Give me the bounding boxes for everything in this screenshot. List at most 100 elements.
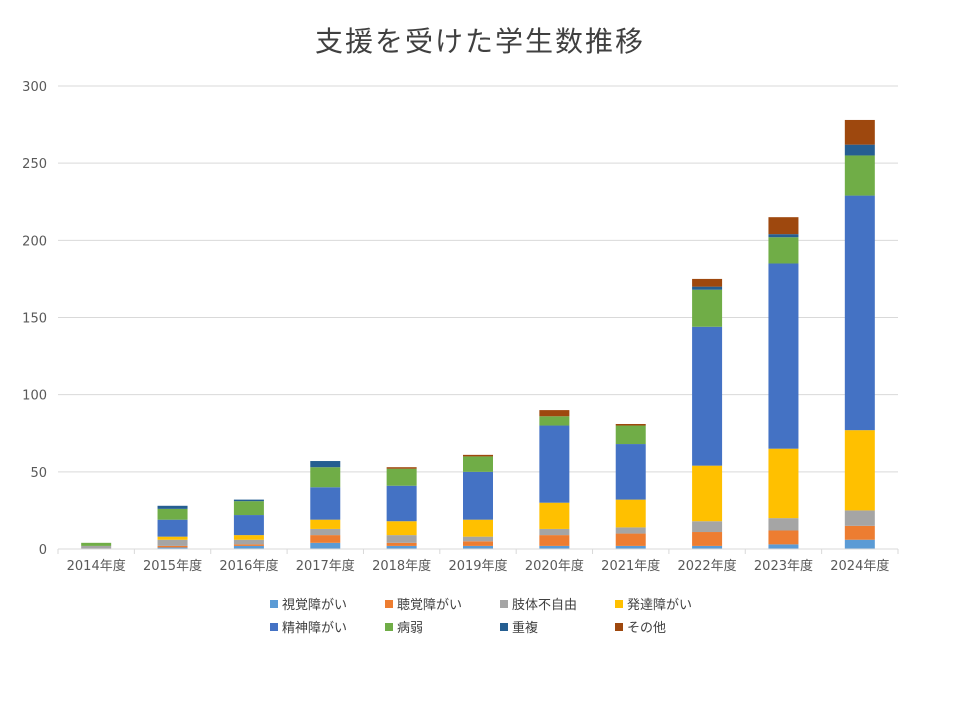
bar-segment: [844, 155, 875, 196]
y-tick-label: 250: [22, 157, 47, 172]
legend-label: 発達障がい: [627, 598, 693, 613]
bar-segment: [310, 467, 341, 488]
bar-segment: [844, 430, 875, 511]
bar-segment: [310, 461, 341, 468]
legend-label: 病弱: [397, 621, 424, 636]
x-tick-label: 2023年度: [754, 558, 813, 574]
bar-segment: [692, 532, 723, 546]
bar-segment: [768, 237, 799, 264]
bar-segment: [692, 545, 723, 549]
legend-label: 精神障がい: [282, 621, 348, 636]
x-tick-label: 2024年度: [830, 558, 889, 574]
bar-segment: [157, 539, 188, 546]
bar-segment: [157, 519, 188, 537]
bar-segment: [310, 528, 341, 536]
bar-segment: [768, 217, 799, 235]
bar-segment: [386, 535, 417, 543]
gridlines: [58, 85, 898, 473]
bar-segment: [615, 425, 646, 445]
bar-segment: [233, 499, 264, 502]
bar-segment: [157, 505, 188, 509]
legend-item: 肢体不自由: [500, 592, 615, 615]
bar-segment: [844, 539, 875, 549]
legend-swatch: [270, 622, 278, 631]
bar-segment: [386, 467, 417, 469]
bar-segment: [157, 547, 188, 549]
x-axis-ticks: 2014年度 2015年度 2016年度 2017年度 2018年度 2019年度 2020…: [67, 558, 890, 574]
legend-swatch: [615, 622, 623, 631]
bar-segment: [157, 545, 188, 548]
bar-segment: [233, 539, 264, 545]
bar-segment: [539, 535, 570, 546]
bar-segment: [386, 521, 417, 536]
bar-segment: [844, 119, 875, 145]
x-tick-label: 2014年度: [67, 558, 126, 574]
x-tick-label: 2018年度: [372, 558, 431, 574]
legend-swatch: [500, 599, 508, 608]
bar-segment: [692, 278, 723, 287]
bar-segment: [310, 519, 341, 529]
y-axis-ticks: 0 50 100 150 200 250 300: [22, 80, 47, 558]
bar-segment: [844, 525, 875, 540]
bar-segment: [615, 444, 646, 500]
legend-row: 視覚障がい 聴覚障がい 肢体不自由 発達障がい: [270, 592, 730, 615]
y-tick-label: 300: [22, 80, 47, 95]
legend-item: 聴覚障がい: [385, 592, 500, 615]
bar-segment: [615, 527, 646, 534]
bar-segment: [539, 410, 570, 417]
y-tick-label: 0: [39, 543, 47, 558]
legend-item: 病弱: [385, 615, 500, 638]
bar-segment: [692, 289, 723, 327]
bar-segment: [844, 144, 875, 156]
bars: [81, 119, 875, 549]
legend-swatch: [500, 622, 508, 631]
bar-segment: [463, 536, 493, 542]
bar-segment: [539, 416, 570, 426]
legend-item: 重複: [500, 615, 615, 638]
bar-segment: [615, 545, 646, 549]
x-tick-label: 2022年度: [678, 558, 737, 574]
bar-segment: [692, 465, 723, 522]
y-tick-label: 100: [22, 389, 47, 404]
x-tick-label: 2016年度: [219, 558, 278, 574]
x-tick-label: 2021年度: [601, 558, 660, 574]
x-tick-label: 2020年度: [525, 558, 584, 574]
y-tick-label: 50: [30, 466, 47, 481]
x-tick-label: 2017年度: [296, 558, 355, 574]
bar-segment: [463, 545, 493, 549]
bar-segment: [539, 502, 570, 529]
legend-item: 精神障がい: [270, 615, 385, 638]
legend-item: その他: [615, 615, 730, 638]
legend-label: 視覚障がい: [282, 598, 348, 613]
bar-segment: [310, 487, 341, 520]
bar-segment: [692, 286, 723, 290]
bar-segment: [768, 263, 799, 449]
bar-segment: [844, 195, 875, 431]
bar-segment: [386, 485, 417, 522]
legend-label: 聴覚障がい: [397, 598, 463, 613]
legend-item: 発達障がい: [615, 592, 730, 615]
bar-segment: [615, 533, 646, 546]
chart-title: 支援を受けた学生数推移: [314, 25, 645, 58]
bar-segment: [233, 515, 264, 536]
bar-segment: [463, 541, 493, 546]
bar-segment: [539, 545, 570, 549]
bar-segment: [463, 471, 493, 520]
bar-segment: [463, 454, 493, 457]
bar-segment: [157, 536, 188, 540]
bar-segment: [81, 542, 112, 546]
bar-segment: [768, 448, 799, 519]
legend-label: 肢体不自由: [512, 598, 578, 613]
x-axis: [57, 548, 899, 554]
y-tick-label: 150: [22, 312, 47, 327]
bar-segment: [386, 545, 417, 549]
bar-segment: [386, 542, 417, 546]
bar-segment: [157, 508, 188, 520]
bar-segment: [463, 456, 493, 472]
bar-segment: [768, 530, 799, 545]
y-tick-label: 200: [22, 234, 47, 249]
bar-segment: [539, 528, 570, 536]
legend-swatch: [385, 599, 393, 608]
legend-label: 重複: [512, 621, 539, 636]
